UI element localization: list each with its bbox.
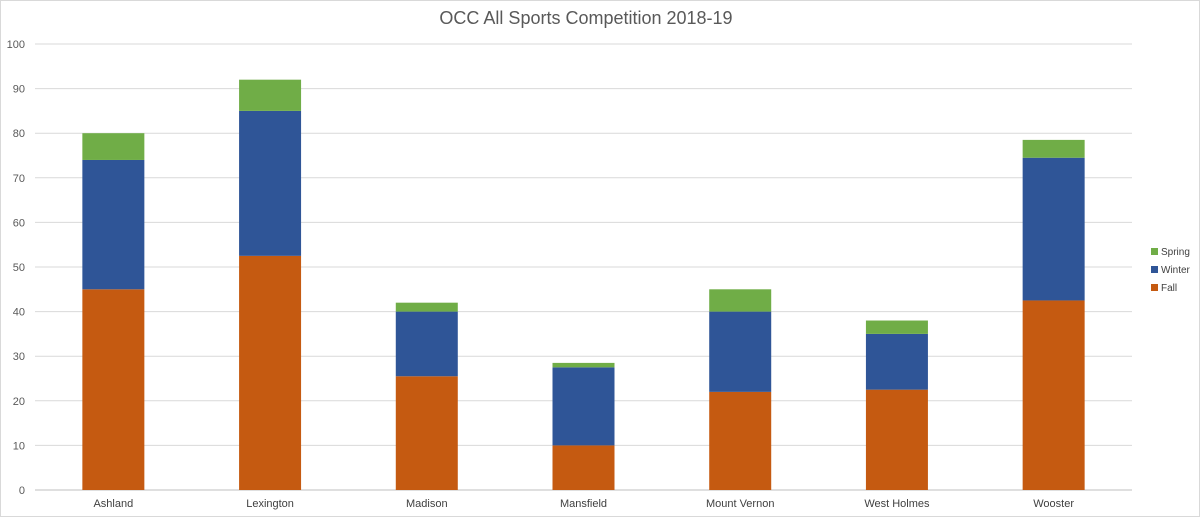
bar-spring-wooster	[1022, 139, 1085, 158]
x-category-label: Lexington	[246, 498, 294, 510]
y-tick-label: 80	[13, 128, 25, 140]
x-category-label: West Holmes	[864, 498, 930, 510]
y-tick-label: 0	[19, 485, 25, 497]
bar-spring-west-holmes	[865, 320, 928, 334]
y-tick-label: 10	[13, 440, 25, 452]
y-tick-label: 20	[13, 396, 25, 408]
bar-winter-madison	[395, 311, 458, 377]
y-tick-label: 100	[7, 39, 25, 51]
bar-winter-lexington	[239, 110, 302, 256]
bar-winter-west-holmes	[865, 333, 928, 390]
legend-label-spring: Spring	[1161, 247, 1190, 258]
legend: Spring Winter Fall	[1151, 247, 1191, 294]
bar-winter-wooster	[1022, 157, 1085, 301]
legend-swatch-fall	[1151, 284, 1158, 291]
bar-spring-ashland	[82, 133, 145, 160]
bar-fall-madison	[395, 376, 458, 490]
x-category-label: Mansfield	[560, 498, 607, 510]
x-category-label: Wooster	[1033, 498, 1074, 510]
bar-winter-mount-vernon	[709, 311, 772, 392]
y-tick-label: 70	[13, 173, 25, 185]
legend-label-winter: Winter	[1161, 265, 1191, 276]
bar-spring-madison	[395, 302, 458, 312]
bar-fall-west-holmes	[865, 389, 928, 490]
bar-fall-wooster	[1022, 300, 1085, 490]
y-tick-label: 60	[13, 217, 25, 229]
bar-spring-mansfield	[552, 362, 615, 368]
x-category-label: Madison	[406, 498, 448, 510]
chart-title: OCC All Sports Competition 2018-19	[439, 8, 732, 28]
bars	[82, 79, 1085, 490]
bar-fall-mount-vernon	[709, 391, 772, 490]
gridlines	[35, 43, 1132, 491]
y-tick-label: 30	[13, 351, 25, 363]
x-axis-categories: Ashland Lexington Madison Mansfield Mount Ve…	[93, 498, 1074, 510]
legend-swatch-spring	[1151, 248, 1158, 255]
bar-winter-ashland	[82, 159, 145, 290]
bar-spring-mount-vernon	[709, 289, 772, 312]
bar-fall-mansfield	[552, 445, 615, 490]
bar-spring-lexington	[239, 79, 302, 111]
y-tick-label: 40	[13, 307, 25, 319]
bar-fall-lexington	[239, 255, 302, 490]
legend-label-fall: Fall	[1161, 283, 1177, 294]
bar-fall-ashland	[82, 289, 145, 490]
y-axis-ticks: 0 10 20 30 40 50 60 70 80 90 100	[7, 39, 25, 497]
x-category-label: Ashland	[93, 498, 133, 510]
x-category-label: Mount Vernon	[706, 498, 775, 510]
legend-swatch-winter	[1151, 266, 1158, 273]
y-tick-label: 90	[13, 84, 25, 96]
y-tick-label: 50	[13, 262, 25, 274]
bar-winter-mansfield	[552, 367, 615, 446]
